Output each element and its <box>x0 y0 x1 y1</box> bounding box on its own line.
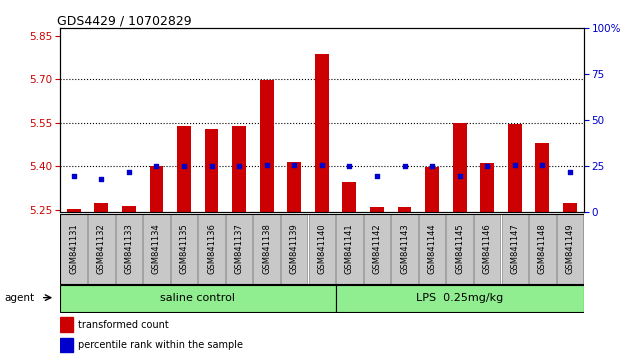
FancyBboxPatch shape <box>474 214 500 284</box>
Bar <box>398 207 411 212</box>
Point <box>427 164 437 169</box>
Point <box>510 162 520 167</box>
FancyBboxPatch shape <box>419 214 445 284</box>
Text: agent: agent <box>5 293 35 303</box>
FancyBboxPatch shape <box>281 214 307 284</box>
FancyBboxPatch shape <box>502 214 528 284</box>
Point <box>565 169 575 175</box>
Point <box>179 164 189 169</box>
Bar <box>563 203 577 212</box>
Point <box>482 164 492 169</box>
Bar <box>60 338 73 352</box>
Bar <box>370 207 384 212</box>
Text: GSM841140: GSM841140 <box>317 223 326 274</box>
Bar <box>122 206 136 212</box>
FancyBboxPatch shape <box>336 214 363 284</box>
Text: GSM841145: GSM841145 <box>455 223 464 274</box>
Point <box>124 169 134 175</box>
Text: transformed count: transformed count <box>78 320 169 330</box>
Bar <box>60 317 73 332</box>
Text: GSM841141: GSM841141 <box>345 223 354 274</box>
Bar <box>315 54 329 212</box>
Bar <box>508 124 522 212</box>
Point <box>345 164 355 169</box>
Bar <box>177 126 191 212</box>
Bar <box>453 122 466 212</box>
Bar <box>232 126 246 212</box>
Text: GSM841137: GSM841137 <box>235 223 244 274</box>
FancyBboxPatch shape <box>446 214 473 284</box>
Text: GSM841144: GSM841144 <box>428 223 437 274</box>
Bar <box>60 285 336 312</box>
Text: GSM841133: GSM841133 <box>124 223 133 274</box>
Text: GSM841142: GSM841142 <box>372 223 381 274</box>
Text: GSM841146: GSM841146 <box>483 223 492 274</box>
Text: GSM841132: GSM841132 <box>97 223 106 274</box>
Point <box>537 162 547 167</box>
Text: GSM841148: GSM841148 <box>538 223 547 274</box>
Bar <box>480 162 494 212</box>
FancyBboxPatch shape <box>143 214 170 284</box>
FancyBboxPatch shape <box>198 214 225 284</box>
Text: GSM841134: GSM841134 <box>152 223 161 274</box>
FancyBboxPatch shape <box>61 214 87 284</box>
Point <box>151 164 162 169</box>
Point <box>289 162 299 167</box>
Point <box>206 164 216 169</box>
Point <box>317 162 327 167</box>
Point <box>234 164 244 169</box>
FancyBboxPatch shape <box>309 214 335 284</box>
FancyBboxPatch shape <box>115 214 142 284</box>
Text: percentile rank within the sample: percentile rank within the sample <box>78 340 244 350</box>
Text: GSM841143: GSM841143 <box>400 223 409 274</box>
Bar <box>150 166 163 212</box>
Bar <box>336 285 584 312</box>
FancyBboxPatch shape <box>171 214 198 284</box>
FancyBboxPatch shape <box>363 214 390 284</box>
Bar <box>425 167 439 212</box>
Point <box>97 176 107 182</box>
Text: GSM841147: GSM841147 <box>510 223 519 274</box>
Text: GSM841131: GSM841131 <box>69 223 78 274</box>
Bar <box>536 143 549 212</box>
Point <box>69 173 79 178</box>
Bar <box>287 162 301 212</box>
Text: GDS4429 / 10702829: GDS4429 / 10702829 <box>57 14 192 27</box>
Point <box>372 173 382 178</box>
Text: GSM841138: GSM841138 <box>262 223 271 274</box>
Bar <box>95 203 108 212</box>
FancyBboxPatch shape <box>529 214 555 284</box>
FancyBboxPatch shape <box>391 214 418 284</box>
Point <box>399 164 410 169</box>
Text: saline control: saline control <box>160 293 235 303</box>
FancyBboxPatch shape <box>88 214 114 284</box>
Bar <box>204 129 218 212</box>
Text: LPS  0.25mg/kg: LPS 0.25mg/kg <box>416 293 504 303</box>
FancyBboxPatch shape <box>226 214 252 284</box>
FancyBboxPatch shape <box>254 214 280 284</box>
Point <box>262 162 272 167</box>
Bar <box>67 209 81 212</box>
Bar <box>343 182 357 212</box>
Text: GSM841136: GSM841136 <box>207 223 216 274</box>
Text: GSM841135: GSM841135 <box>179 223 189 274</box>
Point <box>454 173 464 178</box>
Text: GSM841139: GSM841139 <box>290 223 298 274</box>
FancyBboxPatch shape <box>557 214 583 284</box>
Text: GSM841149: GSM841149 <box>565 223 574 274</box>
Bar <box>260 80 274 212</box>
